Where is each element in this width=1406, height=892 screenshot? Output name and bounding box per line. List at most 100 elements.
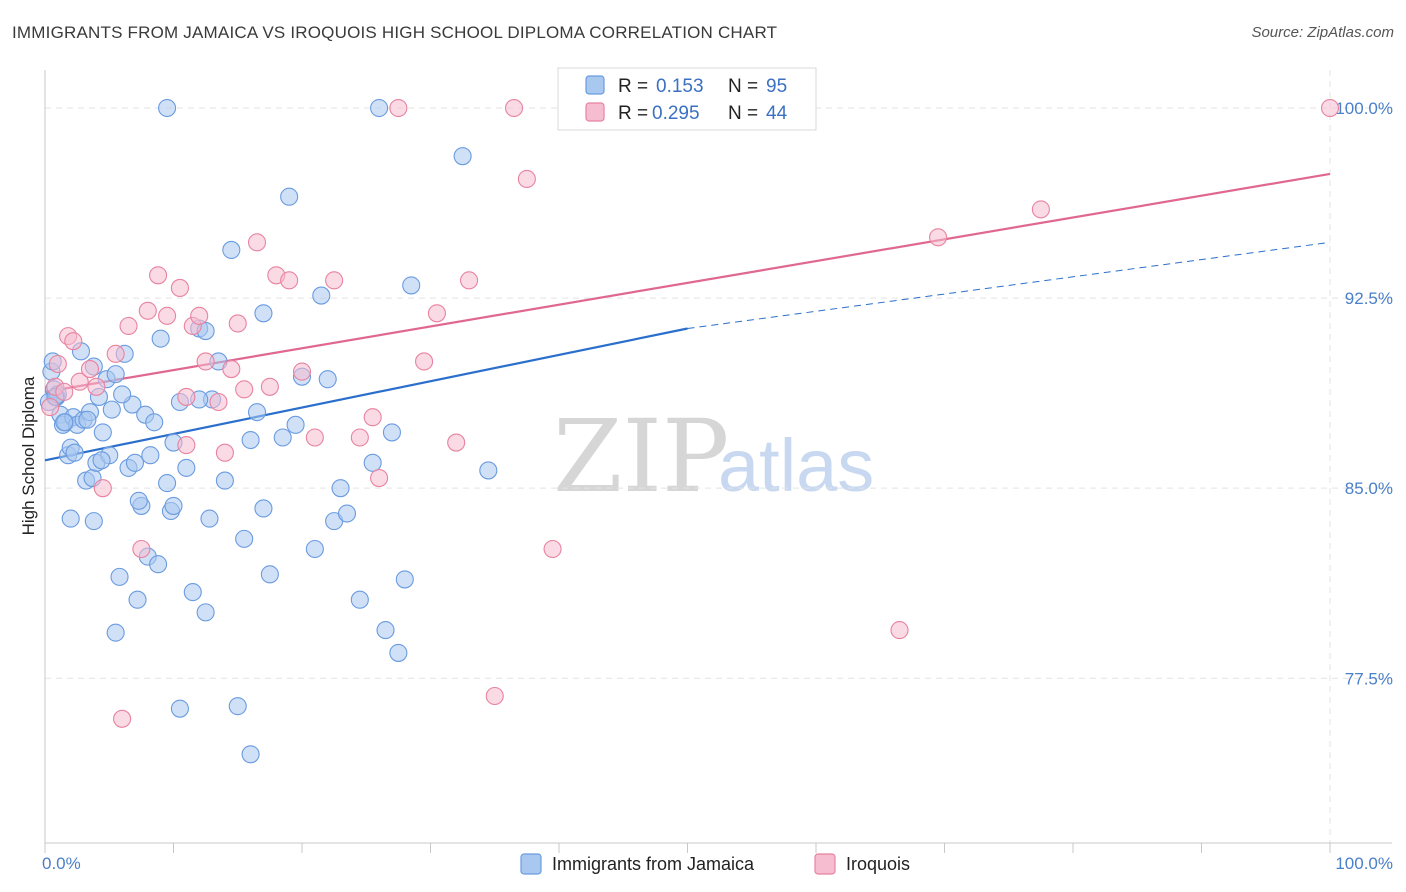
iroquois-point: [80, 360, 100, 379]
iroquois-point: [228, 314, 247, 333]
jamaica-point: [331, 479, 350, 498]
jamaica-trend-extension: [687, 241, 1331, 330]
jamaica-point: [151, 329, 170, 348]
iroquois-point: [1320, 98, 1340, 118]
jamaica-point: [350, 590, 369, 609]
source-label: Source: ZipAtlas.com: [1251, 24, 1394, 41]
iroquois-point: [87, 377, 106, 396]
jamaica-point: [389, 643, 408, 662]
legend-n-value-2: 44: [766, 103, 788, 124]
iroquois-point: [177, 387, 196, 406]
iroquois-point: [106, 344, 125, 363]
grid-lines: [45, 70, 1392, 843]
iroquois-point: [363, 408, 382, 427]
x-tick-labels: 0.0% 100.0%: [42, 854, 1393, 873]
jamaica-point: [149, 555, 168, 574]
iroquois-point: [41, 398, 60, 417]
watermark-zip: ZIP: [553, 398, 729, 515]
iroquois-point: [158, 306, 177, 325]
iroquois-point: [222, 360, 241, 379]
iroquois-point: [447, 433, 466, 452]
y-tick-label: 77.5%: [1345, 669, 1393, 688]
axes: [44, 70, 1392, 853]
jamaica-point: [260, 565, 279, 584]
iroquois-point: [504, 98, 524, 118]
trend-lines: [44, 172, 1331, 462]
jamaica-point: [280, 187, 299, 206]
legend-r-value-2: 0.295: [652, 103, 700, 124]
iroquois-point: [196, 352, 215, 371]
jamaica-point: [247, 403, 267, 422]
iroquois-point: [64, 332, 83, 351]
x-tick-label: 100.0%: [1335, 854, 1393, 873]
jamaica-point: [312, 286, 331, 305]
iroquois-point: [215, 443, 234, 462]
iroquois-point: [247, 233, 267, 252]
iroquois-point: [350, 428, 369, 447]
jamaica-point: [128, 590, 147, 609]
iroquois-point: [119, 316, 138, 336]
bottom-legend-label-iroquois: Iroquois: [846, 854, 910, 874]
jamaica-point: [370, 98, 389, 118]
jamaica-point: [196, 603, 215, 622]
y-axis-label: High School Diploma: [19, 376, 38, 535]
jamaica-point: [164, 496, 183, 515]
legend-swatch-iroquois: [585, 102, 605, 122]
iroquois-point: [170, 278, 189, 298]
iroquois-point: [929, 228, 948, 247]
jamaica-point: [215, 471, 234, 490]
iroquois-point: [1031, 200, 1050, 219]
jamaica-point: [254, 499, 273, 518]
jamaica-point: [318, 370, 337, 389]
y-tick-label: 100.0%: [1335, 99, 1393, 118]
jamaica-point: [254, 304, 273, 323]
iroquois-point: [48, 354, 67, 374]
jamaica-point: [141, 446, 160, 465]
legend-swatch-jamaica: [585, 75, 605, 95]
iroquois-point: [177, 436, 196, 455]
jamaica-point: [145, 413, 164, 432]
jamaica-point: [125, 453, 144, 472]
iroquois-point: [389, 98, 408, 118]
stats-legend: R = 0.153 N = 95 R = 0.295 N = 44: [557, 67, 817, 131]
jamaica-point: [183, 583, 202, 602]
bottom-legend-swatch-iroquois: [814, 853, 836, 875]
legend-r-value-1: 0.153: [656, 76, 704, 97]
jamaica-point: [286, 415, 305, 434]
jamaica-point: [241, 745, 260, 764]
jamaica-point: [158, 98, 177, 118]
chart-title: IMMIGRANTS FROM JAMAICA VS IROQUOIS HIGH…: [12, 23, 778, 42]
iroquois-point: [485, 686, 504, 706]
jamaica-point: [61, 509, 80, 528]
legend-r-label-1: R =: [618, 76, 648, 97]
scatter-points: [39, 98, 1340, 764]
jamaica-point: [177, 458, 196, 477]
jamaica-point: [228, 697, 247, 716]
jamaica-point: [55, 413, 74, 432]
jamaica-point: [106, 623, 125, 642]
iroquois-point: [292, 362, 312, 381]
iroquois-point: [370, 468, 389, 488]
jamaica-point: [363, 453, 382, 472]
iroquois-point: [149, 266, 168, 285]
x-tick-label: 0.0%: [42, 854, 81, 873]
legend-n-label-2: N =: [728, 103, 758, 124]
jamaica-point: [200, 509, 219, 528]
iroquois-point: [543, 539, 562, 559]
series-legend: Immigrants from Jamaica Iroquois: [520, 853, 910, 875]
iroquois-point: [113, 709, 132, 728]
iroquois-point: [427, 304, 446, 323]
bottom-legend-label-jamaica: Immigrants from Jamaica: [552, 854, 755, 874]
iroquois-point: [325, 271, 344, 290]
jamaica-point: [402, 276, 421, 295]
jamaica-point: [453, 147, 472, 166]
jamaica-point: [305, 539, 324, 559]
iroquois-point: [260, 377, 279, 396]
jamaica-point: [106, 365, 125, 384]
jamaica-point: [102, 400, 121, 419]
jamaica-point: [241, 430, 260, 450]
jamaica-point: [170, 699, 189, 718]
bottom-legend-swatch-jamaica: [520, 853, 542, 875]
watermark-atlas: atlas: [718, 424, 874, 507]
jamaica-point: [158, 474, 177, 493]
